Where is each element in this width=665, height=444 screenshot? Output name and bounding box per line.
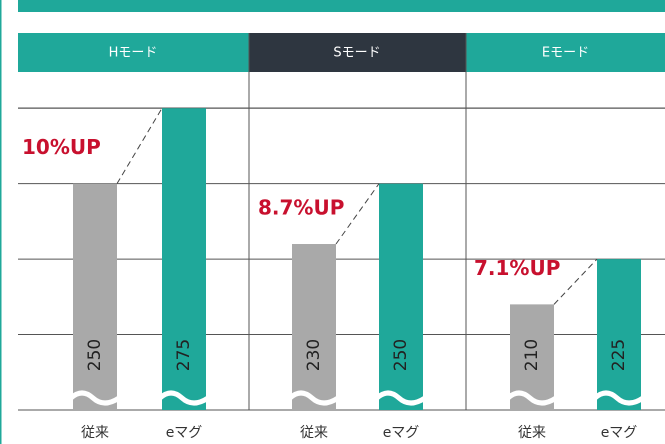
chart: Hモード 250 従来 275 eマグ 10%UP Sモード 230 従来 250 eマグ 8.7%U… bbox=[0, 0, 665, 444]
bar bbox=[379, 184, 423, 410]
value-label: 210 bbox=[522, 339, 542, 371]
bar bbox=[292, 244, 336, 410]
x-tick-label: 従来 bbox=[81, 425, 109, 441]
top-band bbox=[18, 0, 665, 12]
annotation: 10%UP bbox=[22, 135, 101, 159]
panel-title: Eモード bbox=[542, 46, 589, 61]
value-label: 225 bbox=[609, 339, 629, 371]
value-label: 275 bbox=[174, 339, 194, 371]
value-label: 230 bbox=[304, 339, 324, 371]
panel-title: Hモード bbox=[109, 46, 158, 61]
annotation: 8.7%UP bbox=[258, 196, 344, 220]
panel-title: Sモード bbox=[333, 46, 380, 61]
annotation: 7.1%UP bbox=[474, 256, 560, 280]
bar bbox=[597, 259, 641, 410]
left-border bbox=[0, 0, 2, 444]
x-tick-label: 従来 bbox=[518, 425, 546, 441]
bar bbox=[73, 184, 117, 410]
increase-guide bbox=[554, 259, 597, 304]
value-label: 250 bbox=[85, 339, 105, 371]
x-tick-label: eマグ bbox=[166, 425, 203, 441]
increase-guide bbox=[117, 108, 162, 183]
x-tick-label: 従来 bbox=[300, 425, 328, 441]
x-tick-label: eマグ bbox=[601, 425, 638, 441]
value-label: 250 bbox=[391, 339, 411, 371]
x-tick-label: eマグ bbox=[383, 425, 420, 441]
